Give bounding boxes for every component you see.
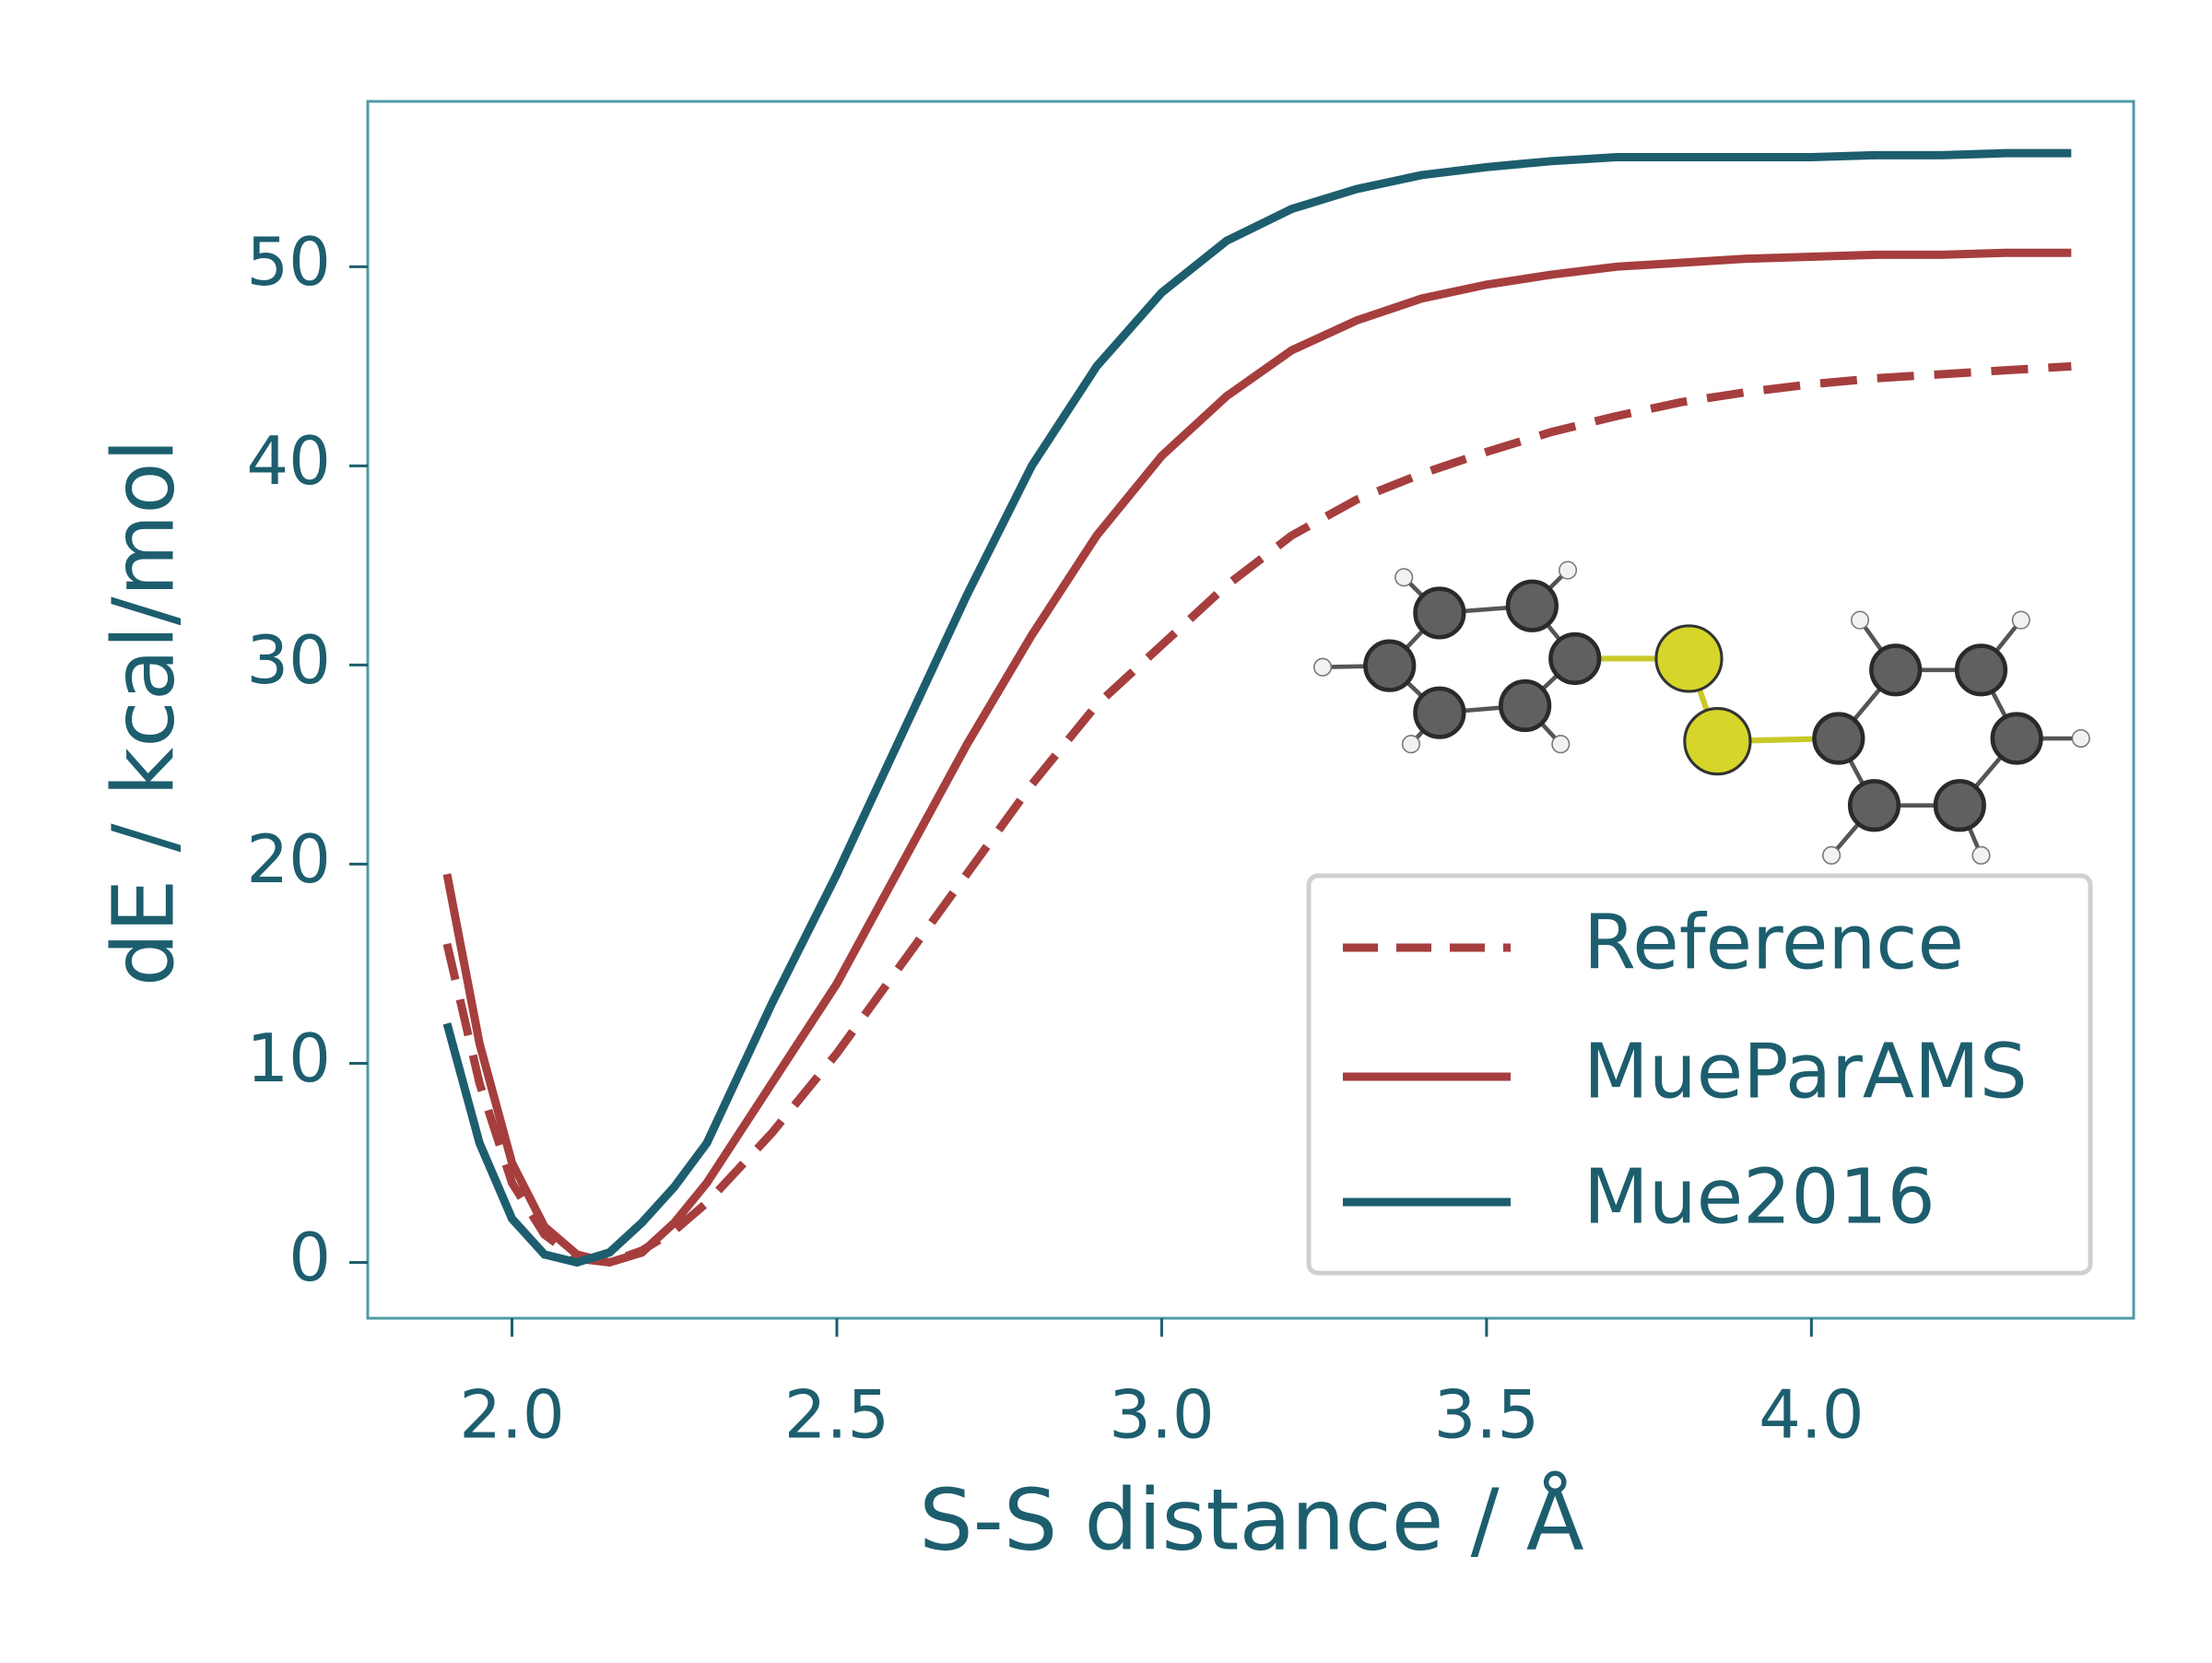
y-axis-label: dE / kcal/mol xyxy=(94,439,193,986)
x-axis-label: S-S distance / Å xyxy=(919,1469,1584,1569)
x-tick-label: 2.5 xyxy=(784,1376,890,1454)
x-tick-label: 3.0 xyxy=(1109,1376,1215,1454)
y-tick-label: 40 xyxy=(246,422,331,500)
plot-frame xyxy=(366,100,2136,1320)
y-tick-label: 30 xyxy=(246,621,331,699)
legend xyxy=(1306,873,2093,1276)
y-tick-label: 0 xyxy=(288,1219,331,1296)
x-tick-label: 2.0 xyxy=(459,1376,565,1454)
legend-label: Mue2016 xyxy=(1583,1153,1936,1241)
y-tick-label: 50 xyxy=(246,223,331,301)
x-tick-label: 4.0 xyxy=(1759,1376,1865,1454)
legend-label: MueParAMS xyxy=(1583,1028,2028,1115)
y-tick-label: 10 xyxy=(246,1020,331,1097)
legend-label: Reference xyxy=(1583,899,1964,986)
series-line xyxy=(442,248,2072,1268)
series-line xyxy=(442,148,2072,1268)
y-tick-label: 20 xyxy=(246,820,331,898)
x-tick-label: 3.5 xyxy=(1434,1376,1540,1454)
molecule xyxy=(1313,560,2090,865)
